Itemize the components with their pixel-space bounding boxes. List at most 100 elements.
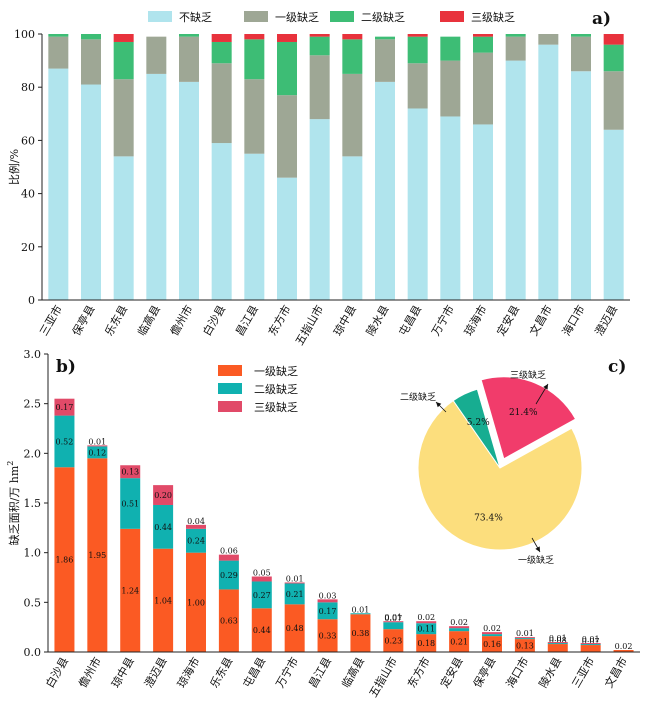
bar-a-segment xyxy=(375,36,395,40)
bar-a-segment xyxy=(440,116,461,301)
bar-b-segment xyxy=(580,643,601,645)
pie-arrowhead xyxy=(535,546,540,552)
x-tick-label-a: 白沙县 xyxy=(200,303,229,339)
data-label-b: 0.13 xyxy=(516,642,534,651)
bar-a-segment xyxy=(538,34,559,45)
bar-a-segment xyxy=(81,84,101,300)
data-label-b: 0.20 xyxy=(154,491,172,500)
bar-b-segment xyxy=(186,552,206,652)
bar-a-segment xyxy=(81,39,101,85)
bar-a-segment xyxy=(211,63,232,144)
bar-a-segment xyxy=(603,34,624,45)
bar-a-segment xyxy=(505,36,526,61)
data-label-b: 0.07 xyxy=(582,637,600,646)
x-tick-label-a: 五指山市 xyxy=(292,303,326,348)
y-tick-label-a: 0 xyxy=(28,294,35,307)
bar-b-segment xyxy=(416,634,437,652)
data-label-b: 0.05 xyxy=(253,569,271,578)
bar-a-segment xyxy=(179,36,199,82)
x-tick-label-b: 昌江县 xyxy=(306,655,334,690)
legend-label-a: 二级缺乏 xyxy=(361,10,405,24)
bar-b-segment xyxy=(383,629,404,652)
data-label-b: 0.02 xyxy=(417,613,435,622)
bar-a-segment xyxy=(407,108,428,300)
bar-a-segment xyxy=(538,44,559,300)
bar-b-segment xyxy=(317,619,338,652)
bar-b-segment xyxy=(416,623,437,635)
y-tick-label-b: 0.0 xyxy=(24,646,42,659)
bar-a-segment xyxy=(146,36,167,74)
data-label-b: 0.21 xyxy=(286,590,304,599)
bar-a-segment xyxy=(113,79,134,157)
bar-b-segment xyxy=(514,639,535,652)
x-tick-label-a: 乐东县 xyxy=(103,303,131,338)
bar-a-segment xyxy=(309,55,330,120)
x-tick-label-b: 万宁市 xyxy=(273,655,302,691)
data-label-b: 0.51 xyxy=(121,499,139,508)
bar-b-segment xyxy=(153,504,174,549)
bar-a-segment xyxy=(113,34,134,42)
bar-a-segment xyxy=(211,143,232,300)
bar-b-segment xyxy=(186,524,206,529)
bar-b-segment xyxy=(153,548,174,652)
y-axis-title-b-main: 缺乏面积/万 hm xyxy=(7,465,21,545)
panel-a-stacked-percent-chart: 不缺乏 一级缺乏 二级缺乏 三级缺乏 a) 三亚市 保亭县 乐东县 临高县 儋州市 白沙县 昌江县 东方… xyxy=(7,9,630,348)
x-tick-label-a: 澄迈县 xyxy=(592,303,621,339)
pie-arrowhead xyxy=(436,402,442,408)
bar-a-segment xyxy=(440,60,461,117)
pie-slice xyxy=(452,388,501,469)
x-tick-label-a: 儋州市 xyxy=(167,303,196,339)
bar-a-segment xyxy=(179,34,199,37)
y-tick-label-b: 2.0 xyxy=(24,447,42,460)
bar-a-segment xyxy=(407,34,428,37)
bar-b-segment xyxy=(87,446,108,459)
bar-b-segment xyxy=(547,643,568,645)
bar-a-segment xyxy=(244,153,265,300)
bar-b-segment xyxy=(416,621,437,624)
bar-a-segment xyxy=(407,63,428,109)
bar-b-segment xyxy=(218,560,239,590)
bar-a-segment xyxy=(505,34,526,37)
bar-b-segment xyxy=(482,636,502,652)
bar-b-segment xyxy=(383,621,404,623)
bar-b-segment xyxy=(482,634,502,637)
bar-a-segment xyxy=(473,124,493,300)
legend-label-b: 二级缺乏 xyxy=(254,382,298,396)
data-label-b: 0.17 xyxy=(56,403,74,412)
data-label-b: 0.02 xyxy=(450,618,468,627)
bar-b-segment xyxy=(514,638,535,640)
data-label-b: 0.18 xyxy=(417,639,435,648)
x-tick-label-b: 琼海市 xyxy=(174,655,203,691)
x-tick-label-a: 海口市 xyxy=(559,303,588,339)
x-tick-label-a: 琼海市 xyxy=(461,303,490,339)
data-label-b: 0.02 xyxy=(483,624,501,633)
bar-b-segment xyxy=(449,628,470,632)
bar-b-segment xyxy=(284,583,305,605)
bar-a-segment xyxy=(244,39,265,80)
bar-a-segment xyxy=(179,81,199,300)
x-tick-label-b: 儋州市 xyxy=(75,655,104,691)
bar-a-segment xyxy=(244,79,265,154)
x-tick-label-b: 五指山市 xyxy=(366,655,400,700)
data-label-b: 0.01 xyxy=(516,629,534,638)
data-label-b: 0.44 xyxy=(154,523,172,532)
y-axis-title-a: 比例/% xyxy=(7,149,21,185)
bar-b-segment xyxy=(580,645,601,652)
data-label-b: 0.03 xyxy=(319,591,337,600)
bar-a-segment xyxy=(571,36,591,72)
y-tick-label-b: 2.5 xyxy=(24,398,42,411)
y-tick-label-a: 80 xyxy=(21,81,35,94)
data-label-b: 0.13 xyxy=(121,468,139,477)
bar-a-segment xyxy=(48,68,69,300)
bar-a-segment xyxy=(211,41,232,64)
data-label-b: 0.48 xyxy=(286,624,304,633)
pie-name-label: 三级缺乏 xyxy=(510,369,546,381)
bar-b-segment xyxy=(54,467,75,652)
legend-swatch-a xyxy=(440,11,464,22)
legend-label-b: 一级缺乏 xyxy=(254,364,298,378)
data-label-b: 0.01 xyxy=(286,574,304,583)
legend-swatch-b xyxy=(218,401,242,412)
bar-a-segment xyxy=(342,34,363,40)
bar-a-segment xyxy=(81,34,101,40)
